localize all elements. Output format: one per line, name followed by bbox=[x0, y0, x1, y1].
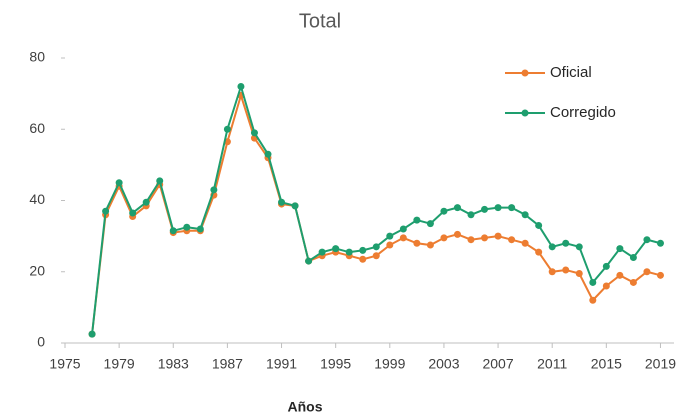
data-point bbox=[521, 211, 529, 219]
data-point bbox=[413, 239, 421, 247]
y-tick-label: 40 bbox=[29, 191, 45, 207]
series-line bbox=[91, 83, 661, 335]
y-tick-label: 0 bbox=[37, 334, 45, 350]
x-tick-label: 2011 bbox=[537, 356, 567, 372]
data-point bbox=[305, 257, 313, 265]
data-point bbox=[481, 205, 489, 213]
legend-marker bbox=[521, 69, 529, 77]
data-point bbox=[481, 234, 489, 242]
x-tick-label: 1995 bbox=[320, 356, 351, 372]
data-point bbox=[548, 243, 556, 251]
data-point bbox=[589, 278, 597, 286]
data-point bbox=[656, 271, 664, 279]
x-tick-label: 2003 bbox=[428, 356, 459, 372]
y-tick-label: 80 bbox=[29, 49, 45, 65]
data-point bbox=[602, 282, 610, 290]
x-tick-label: 1987 bbox=[212, 356, 243, 372]
x-tick-label: 1979 bbox=[104, 356, 135, 372]
legend-marker bbox=[521, 109, 529, 117]
data-point bbox=[102, 207, 110, 215]
data-point bbox=[467, 211, 475, 219]
data-point bbox=[129, 209, 137, 217]
data-point bbox=[508, 204, 516, 212]
data-point bbox=[535, 221, 543, 229]
data-point bbox=[359, 246, 367, 254]
data-point bbox=[413, 216, 421, 224]
data-point bbox=[372, 252, 380, 260]
data-point bbox=[196, 225, 204, 233]
x-tick-label: 1991 bbox=[266, 356, 297, 372]
chart-title: Total bbox=[299, 10, 341, 32]
data-point bbox=[237, 83, 245, 90]
data-point bbox=[386, 241, 394, 249]
x-tick-label: 2019 bbox=[645, 356, 676, 372]
data-point bbox=[453, 230, 461, 238]
data-point bbox=[142, 198, 150, 206]
data-point bbox=[494, 204, 502, 212]
data-point bbox=[562, 266, 570, 274]
data-point bbox=[629, 278, 637, 286]
data-point bbox=[548, 268, 556, 276]
data-point bbox=[562, 239, 570, 247]
data-point bbox=[115, 179, 123, 187]
x-axis-label: Años bbox=[288, 399, 323, 415]
x-tick-label: 2007 bbox=[482, 356, 513, 372]
data-point bbox=[386, 232, 394, 240]
data-point bbox=[399, 225, 407, 233]
data-point bbox=[426, 220, 434, 228]
data-point bbox=[616, 245, 624, 253]
data-point bbox=[602, 262, 610, 270]
data-point bbox=[616, 271, 624, 279]
data-point bbox=[399, 234, 407, 242]
x-tick-label: 1999 bbox=[374, 356, 405, 372]
data-point bbox=[156, 177, 164, 185]
data-point bbox=[575, 243, 583, 251]
data-point bbox=[440, 234, 448, 242]
data-point bbox=[467, 236, 475, 244]
data-point bbox=[264, 150, 272, 158]
data-point bbox=[332, 245, 340, 253]
data-point bbox=[250, 129, 258, 137]
data-point bbox=[210, 186, 218, 194]
series-line bbox=[91, 91, 661, 335]
data-point bbox=[183, 223, 191, 231]
data-point bbox=[629, 254, 637, 261]
data-point bbox=[535, 248, 543, 256]
data-point bbox=[575, 270, 583, 278]
data-point bbox=[223, 125, 231, 133]
data-point bbox=[521, 239, 529, 247]
legend-label: Oficial bbox=[550, 64, 592, 81]
data-point bbox=[453, 204, 461, 212]
data-point bbox=[88, 330, 96, 338]
data-point bbox=[359, 255, 367, 263]
data-point bbox=[656, 239, 664, 247]
data-point bbox=[643, 236, 651, 244]
data-point bbox=[508, 236, 516, 244]
data-point bbox=[291, 202, 299, 210]
data-point bbox=[440, 207, 448, 215]
data-point bbox=[372, 243, 380, 251]
x-tick-label: 1975 bbox=[49, 356, 80, 372]
data-point bbox=[169, 227, 177, 235]
data-point bbox=[318, 248, 326, 256]
data-point bbox=[589, 296, 597, 304]
x-tick-label: 2015 bbox=[591, 356, 622, 372]
data-point bbox=[278, 198, 286, 206]
data-point bbox=[643, 268, 651, 276]
y-tick-label: 60 bbox=[29, 120, 45, 136]
data-point bbox=[494, 232, 502, 240]
data-point bbox=[426, 241, 434, 249]
data-point bbox=[345, 248, 353, 256]
x-tick-label: 1983 bbox=[158, 356, 189, 372]
legend-label: Corregido bbox=[550, 104, 616, 121]
y-tick-label: 20 bbox=[29, 262, 45, 278]
